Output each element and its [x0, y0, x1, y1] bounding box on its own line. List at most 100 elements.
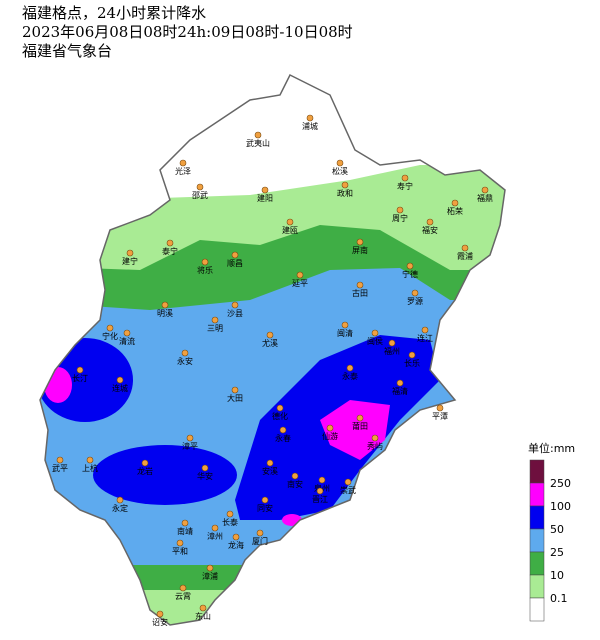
city-dot [356, 414, 364, 422]
city-dot [286, 218, 294, 226]
city-label: 南靖 [177, 526, 193, 536]
city-dot [296, 271, 304, 279]
city-label: 永安 [177, 356, 193, 366]
city-dot [206, 564, 214, 572]
city-label: 罗源 [407, 297, 423, 306]
issuer: 福建省气象台 [22, 42, 112, 60]
city-label: 霞浦 [457, 251, 473, 261]
city-label: 清流 [119, 336, 135, 346]
city-label: 华安 [197, 471, 213, 481]
city-dot [316, 487, 324, 495]
legend-label: 50 [550, 523, 564, 536]
city-dot [211, 524, 219, 532]
city-dot [388, 339, 396, 347]
city-label: 漳浦 [202, 571, 218, 581]
city-label: 福州 [384, 347, 400, 356]
city-label: 仙游 [322, 431, 338, 441]
city-dot [201, 464, 209, 472]
city-label: 上杭 [82, 463, 98, 473]
legend-swatch [529, 528, 545, 553]
city-label: 连城 [112, 383, 128, 393]
city-label: 安溪 [262, 466, 278, 476]
city-dot [232, 533, 240, 541]
city-dot [261, 186, 269, 194]
city-label: 诏安 [152, 617, 168, 627]
legend-label: 25 [550, 546, 564, 559]
city-dot [451, 199, 459, 207]
city-dot [181, 519, 189, 527]
city-label: 顺昌 [227, 259, 243, 268]
city-label: 宁化 [102, 331, 118, 341]
legend-swatch [529, 574, 545, 599]
city-label: 永春 [275, 433, 291, 443]
city-label: 崇武 [340, 485, 356, 495]
legend-label: 100 [550, 500, 571, 513]
city-label: 厦门 [252, 536, 268, 546]
city-dot [346, 364, 354, 372]
city-label: 邵武 [192, 190, 208, 200]
legend-swatch [529, 505, 545, 530]
city-label: 同安 [257, 503, 273, 513]
city-dot [396, 206, 404, 214]
city-label: 莆田 [352, 421, 368, 431]
city-dot [179, 584, 187, 592]
city-dot [181, 349, 189, 357]
city-label: 龙岩 [137, 466, 153, 476]
city-dot [279, 426, 287, 434]
city-label: 政和 [337, 188, 353, 198]
city-dot [336, 159, 344, 167]
city-label: 尤溪 [262, 338, 278, 348]
city-dot [156, 610, 164, 618]
city-label: 德化 [272, 411, 288, 421]
legend-swatch [529, 597, 545, 622]
city-label: 泰宁 [162, 246, 178, 256]
city-dot [179, 159, 187, 167]
city-dot [226, 510, 234, 518]
city-label: 长汀 [72, 373, 88, 383]
city-label: 沙县 [227, 309, 243, 318]
legend: 单位:mm 250 100 50 25 10 0.1 [528, 441, 575, 622]
city-dot [371, 434, 379, 442]
city-label: 南安 [287, 479, 303, 489]
city-dot [371, 329, 379, 337]
city-dot [199, 604, 207, 612]
city-label: 闽清 [337, 328, 353, 338]
city-label: 秀屿 [367, 441, 383, 451]
city-dot [116, 376, 124, 384]
city-dot [401, 174, 409, 182]
city-dot [408, 351, 416, 359]
city-label: 平潭 [432, 412, 448, 421]
city-label: 东山 [195, 611, 211, 621]
city-label: 福鼎 [477, 194, 493, 203]
city-dot [406, 262, 414, 270]
city-label: 连江 [417, 333, 433, 343]
city-dot [318, 476, 326, 484]
city-label: 漳州 [207, 531, 223, 541]
city-dot [86, 456, 94, 464]
city-label: 长泰 [222, 517, 238, 527]
city-dot [76, 366, 84, 374]
city-dot [186, 434, 194, 442]
city-label: 浦城 [302, 121, 318, 131]
city-dot [141, 459, 149, 467]
city-dot [344, 478, 352, 486]
city-dot [276, 404, 284, 412]
city-label: 屏南 [352, 245, 368, 255]
legend-unit: 单位:mm [528, 441, 575, 455]
city-label: 长乐 [404, 358, 420, 368]
city-label: 永定 [112, 503, 128, 513]
city-dot [356, 238, 364, 246]
legend-label: 10 [550, 569, 564, 582]
city-dot [211, 316, 219, 324]
legend-label: 0.1 [550, 592, 568, 605]
city-label: 云霄 [175, 592, 191, 601]
city-dot [266, 331, 274, 339]
city-label: 建阳 [257, 193, 273, 203]
city-label: 福清 [392, 386, 408, 396]
city-label: 建瓯 [282, 225, 298, 235]
legend-swatch [529, 482, 545, 507]
city-label: 柘荣 [447, 206, 463, 216]
city-dot [261, 496, 269, 504]
city-dot [421, 326, 429, 334]
